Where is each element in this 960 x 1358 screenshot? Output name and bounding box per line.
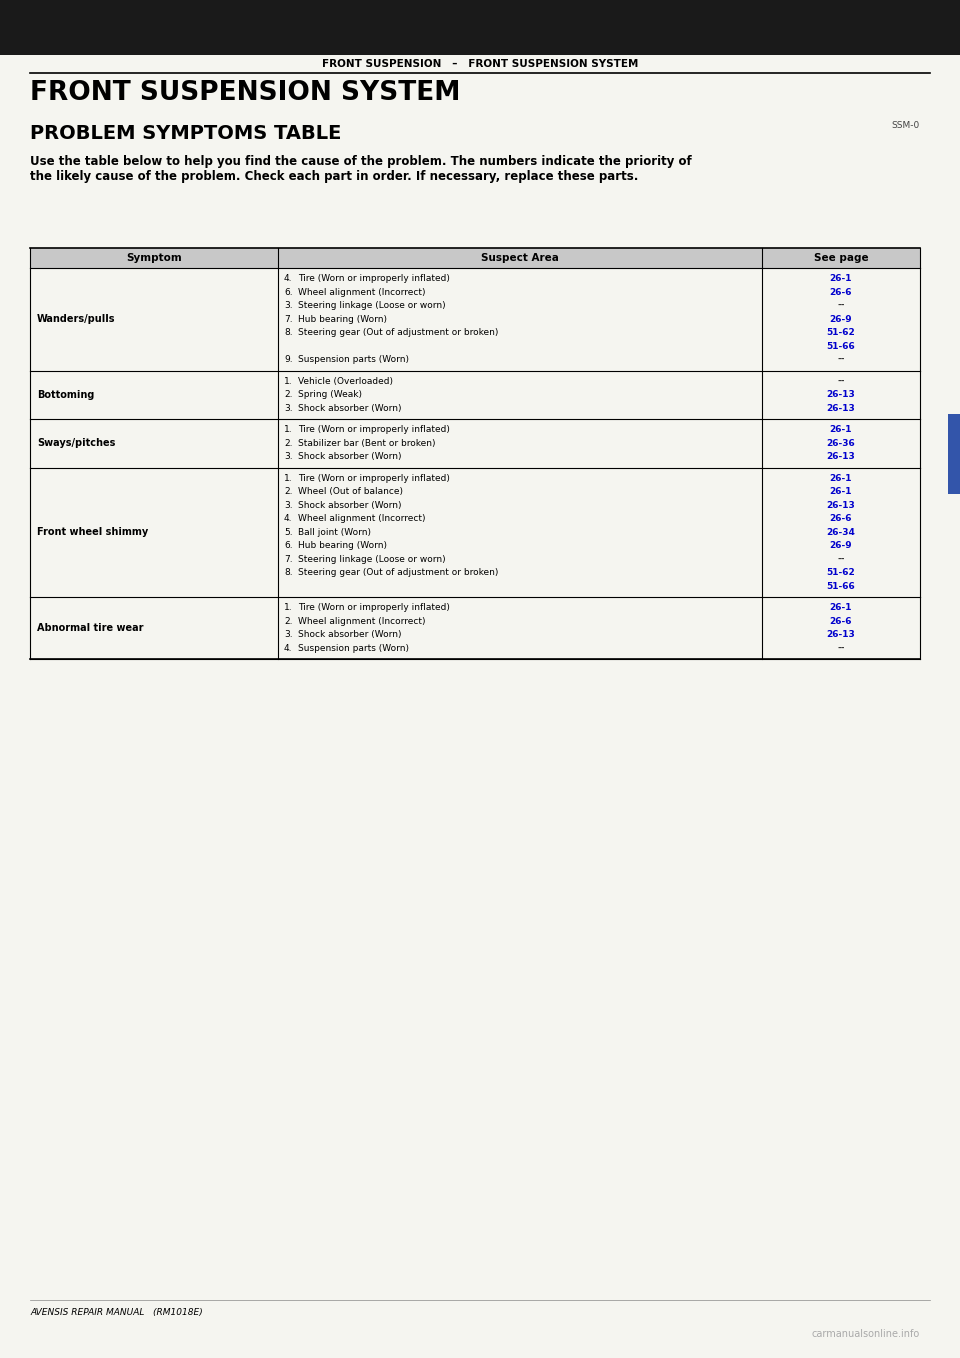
Text: 2.: 2.: [284, 488, 293, 496]
Text: 4.: 4.: [284, 515, 293, 523]
Text: --: --: [837, 301, 845, 310]
Text: 6.: 6.: [284, 542, 293, 550]
Text: 26-13: 26-13: [827, 630, 855, 640]
Text: Tire (Worn or improperly inflated): Tire (Worn or improperly inflated): [298, 603, 450, 612]
Text: Wheel alignment (Incorrect): Wheel alignment (Incorrect): [298, 515, 425, 523]
Text: Wheel (Out of balance): Wheel (Out of balance): [298, 488, 403, 496]
Text: 26-13: 26-13: [827, 452, 855, 462]
Text: 51-62: 51-62: [827, 568, 855, 577]
Text: 26-6: 26-6: [829, 515, 852, 523]
Text: Suspension parts (Worn): Suspension parts (Worn): [298, 356, 409, 364]
Text: Hub bearing (Worn): Hub bearing (Worn): [298, 542, 387, 550]
Text: Hub bearing (Worn): Hub bearing (Worn): [298, 315, 387, 323]
Text: 2.: 2.: [284, 390, 293, 399]
Text: 26-6: 26-6: [829, 288, 852, 297]
Text: 26-1: 26-1: [829, 488, 852, 496]
Text: 1.: 1.: [284, 474, 293, 482]
Text: See page: See page: [814, 253, 868, 263]
Text: 4.: 4.: [284, 274, 293, 284]
Bar: [0, 0, 960, 56]
Text: Shock absorber (Worn): Shock absorber (Worn): [298, 630, 401, 640]
Text: --: --: [837, 376, 845, 386]
Text: 8.: 8.: [284, 568, 293, 577]
Bar: [30, 249, 920, 268]
Text: 3.: 3.: [284, 301, 293, 310]
Text: --: --: [837, 555, 845, 564]
Text: 26-1: 26-1: [900, 35, 935, 49]
Text: 51-66: 51-66: [827, 581, 855, 591]
Text: 51-62: 51-62: [827, 329, 855, 337]
Text: 2.: 2.: [284, 439, 293, 448]
Text: Bottoming: Bottoming: [37, 390, 94, 399]
Text: --: --: [837, 644, 845, 653]
Text: Tire (Worn or improperly inflated): Tire (Worn or improperly inflated): [298, 474, 450, 482]
Text: Use the table below to help you find the cause of the problem. The numbers indic: Use the table below to help you find the…: [30, 155, 692, 168]
Text: Suspect Area: Suspect Area: [481, 253, 559, 263]
Text: Spring (Weak): Spring (Weak): [298, 390, 362, 399]
Text: 1.: 1.: [284, 425, 293, 435]
Text: 26-1: 26-1: [829, 425, 852, 435]
Text: Wanders/pulls: Wanders/pulls: [37, 314, 115, 325]
Text: 26-13: 26-13: [827, 390, 855, 399]
Text: 1.: 1.: [284, 603, 293, 612]
Text: Tire (Worn or improperly inflated): Tire (Worn or improperly inflated): [298, 425, 450, 435]
Text: Suspension parts (Worn): Suspension parts (Worn): [298, 644, 409, 653]
Text: 26-1: 26-1: [829, 274, 852, 284]
Text: Front wheel shimmy: Front wheel shimmy: [37, 527, 148, 538]
Text: FRONT SUSPENSION   –   FRONT SUSPENSION SYSTEM: FRONT SUSPENSION – FRONT SUSPENSION SYST…: [322, 58, 638, 69]
Text: 6.: 6.: [284, 288, 293, 297]
Text: 7.: 7.: [284, 315, 293, 323]
Text: 51-66: 51-66: [827, 342, 855, 350]
Text: the likely cause of the problem. Check each part in order. If necessary, replace: the likely cause of the problem. Check e…: [30, 170, 638, 183]
Text: Steering gear (Out of adjustment or broken): Steering gear (Out of adjustment or brok…: [298, 329, 498, 337]
Text: PROBLEM SYMPTOMS TABLE: PROBLEM SYMPTOMS TABLE: [30, 124, 342, 143]
Text: 26-1: 26-1: [829, 603, 852, 612]
Text: 26-6: 26-6: [829, 617, 852, 626]
Text: 26-9: 26-9: [829, 315, 852, 323]
Text: Shock absorber (Worn): Shock absorber (Worn): [298, 501, 401, 509]
Text: Symptom: Symptom: [126, 253, 181, 263]
Text: 2.: 2.: [284, 617, 293, 626]
Text: 3.: 3.: [284, 403, 293, 413]
Text: Vehicle (Overloaded): Vehicle (Overloaded): [298, 376, 393, 386]
Text: AVENSIS REPAIR MANUAL   (RM1018E): AVENSIS REPAIR MANUAL (RM1018E): [30, 1308, 203, 1316]
Text: Abnormal tire wear: Abnormal tire wear: [37, 623, 143, 633]
Text: 8.: 8.: [284, 329, 293, 337]
Text: 3.: 3.: [284, 452, 293, 462]
Text: 26-34: 26-34: [827, 528, 855, 536]
Text: Steering linkage (Loose or worn): Steering linkage (Loose or worn): [298, 301, 445, 310]
Text: --: --: [837, 356, 845, 364]
Text: 7.: 7.: [284, 555, 293, 564]
Text: 9.: 9.: [284, 356, 293, 364]
Bar: [948, 413, 960, 493]
Text: Stabilizer bar (Bent or broken): Stabilizer bar (Bent or broken): [298, 439, 436, 448]
Text: 26-13: 26-13: [827, 403, 855, 413]
Text: Steering linkage (Loose or worn): Steering linkage (Loose or worn): [298, 555, 445, 564]
Text: 3.: 3.: [284, 630, 293, 640]
Text: 3.: 3.: [284, 501, 293, 509]
Text: Sways/pitches: Sways/pitches: [37, 439, 115, 448]
Text: 26-13: 26-13: [827, 501, 855, 509]
Text: SSM-0: SSM-0: [892, 121, 920, 130]
Text: Wheel alignment (Incorrect): Wheel alignment (Incorrect): [298, 617, 425, 626]
Text: 1.: 1.: [284, 376, 293, 386]
Text: Tire (Worn or improperly inflated): Tire (Worn or improperly inflated): [298, 274, 450, 284]
Text: 26-36: 26-36: [827, 439, 855, 448]
Text: 26-1: 26-1: [829, 474, 852, 482]
Text: Steering gear (Out of adjustment or broken): Steering gear (Out of adjustment or brok…: [298, 568, 498, 577]
Text: 26-9: 26-9: [829, 542, 852, 550]
Text: Shock absorber (Worn): Shock absorber (Worn): [298, 452, 401, 462]
Text: Shock absorber (Worn): Shock absorber (Worn): [298, 403, 401, 413]
Text: Wheel alignment (Incorrect): Wheel alignment (Incorrect): [298, 288, 425, 297]
Text: 4.: 4.: [284, 644, 293, 653]
Text: 5.: 5.: [284, 528, 293, 536]
Text: carmanualsonline.info: carmanualsonline.info: [812, 1329, 920, 1339]
Text: FRONT SUSPENSION SYSTEM: FRONT SUSPENSION SYSTEM: [30, 80, 461, 106]
Text: Ball joint (Worn): Ball joint (Worn): [298, 528, 371, 536]
